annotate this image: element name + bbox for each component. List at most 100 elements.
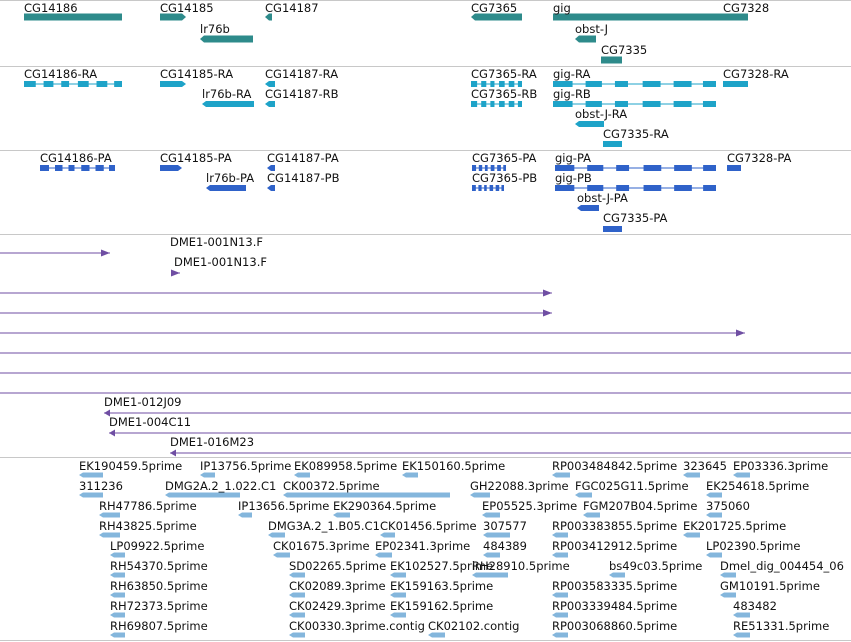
clone-label[interactable]: DME1-001N13.F [174,255,267,269]
transcript-label[interactable]: CG14187-RB [265,87,339,101]
est-feature[interactable] [552,532,568,538]
gene-feature[interactable] [723,13,748,21]
gene-label[interactable]: gig [553,1,571,15]
clone-label[interactable]: DME1-012J09 [104,395,182,409]
transcript-feature[interactable] [585,81,602,87]
gene-feature[interactable] [601,56,622,64]
transcript-feature[interactable] [673,81,692,87]
protein-feature[interactable] [674,165,692,171]
transcript-label[interactable]: CG7365-RA [471,67,537,81]
transcript-feature[interactable] [265,81,275,87]
clone-arrowhead[interactable] [109,429,115,437]
protein-label[interactable]: CG14187-PB [267,171,340,185]
clone-label[interactable]: DME1-001N13.F [170,235,263,249]
est-label[interactable]: RH43825.5prime [99,519,197,533]
est-label[interactable]: EK159162.5prime [390,599,494,613]
protein-feature[interactable] [495,185,500,191]
clone-label[interactable]: DME1-016M23 [170,435,255,449]
transcript-feature[interactable] [114,81,122,87]
transcript-feature[interactable] [723,81,748,87]
transcript-feature[interactable] [499,101,505,107]
est-feature[interactable] [609,572,625,578]
protein-feature[interactable] [81,165,90,171]
est-label[interactable]: RH54370.5prime [110,559,208,573]
gene-feature[interactable] [553,13,730,21]
clone-arrowhead[interactable] [101,249,110,257]
transcript-label[interactable]: obst-J-RA [575,107,628,121]
est-label[interactable]: IP13756.5prime [200,459,292,473]
est-feature[interactable] [110,612,125,618]
transcript-feature[interactable] [202,101,254,107]
gene-feature[interactable] [575,35,596,43]
est-feature[interactable] [552,472,570,478]
protein-feature[interactable] [555,185,575,191]
est-label[interactable]: CK00372.5prime [283,479,380,493]
protein-label[interactable]: CG7328-PA [727,151,792,165]
est-feature[interactable] [390,612,406,618]
transcript-feature[interactable] [265,101,275,107]
est-feature[interactable] [165,492,240,498]
clone-arrowhead[interactable] [543,289,552,297]
protein-feature[interactable] [478,185,482,191]
transcript-feature[interactable] [614,81,628,87]
est-label[interactable]: EP03336.3prime [733,459,829,473]
gene-label[interactable]: CG7335 [601,43,648,57]
est-feature[interactable] [733,612,750,618]
protein-feature[interactable] [55,165,63,171]
est-feature[interactable] [110,572,125,578]
est-feature[interactable] [375,552,392,558]
est-feature[interactable] [110,592,125,598]
protein-feature[interactable] [577,205,599,211]
protein-label[interactable]: CG14186-PA [40,151,112,165]
protein-feature[interactable] [703,185,716,191]
clone-arrowhead[interactable] [171,269,180,277]
transcript-feature[interactable] [642,81,661,87]
est-feature[interactable] [583,512,600,518]
est-feature[interactable] [273,552,290,558]
protein-label[interactable]: CG7365-PA [472,151,537,165]
transcript-feature[interactable] [553,101,573,107]
est-label[interactable]: DMG3A.2_1.B05.C1 [268,519,380,533]
est-feature[interactable] [333,512,350,518]
protein-label[interactable]: CG7335-PA [603,211,668,225]
transcript-feature[interactable] [490,81,495,87]
protein-feature[interactable] [503,165,506,171]
est-feature[interactable] [294,472,310,478]
clone-arrowhead[interactable] [170,449,176,457]
gene-label[interactable]: CG7365 [471,1,518,15]
transcript-feature[interactable] [471,81,478,87]
est-label[interactable]: EK102527.5prime [390,559,494,573]
transcript-feature[interactable] [481,101,487,107]
transcript-label[interactable]: CG14187-RA [265,67,339,81]
transcript-feature[interactable] [553,81,573,87]
protein-feature[interactable] [109,165,115,171]
est-label[interactable]: GH22088.3prime [470,479,569,493]
transcript-feature[interactable] [702,101,716,107]
transcript-label[interactable]: CG7335-RA [603,127,669,141]
transcript-feature[interactable] [575,121,604,127]
transcript-feature[interactable] [673,101,692,107]
est-feature[interactable] [99,512,120,518]
est-label[interactable]: DMG2A.2_1.022.C1 [165,479,277,493]
est-label[interactable]: EK150160.5prime [402,459,506,473]
est-feature[interactable] [390,592,406,598]
protein-feature[interactable] [68,165,75,171]
est-feature[interactable] [483,532,510,538]
protein-feature[interactable] [478,165,483,171]
transcript-feature[interactable] [517,101,522,107]
gene-label[interactable]: lr76b [200,22,230,36]
protein-label[interactable]: gig-PB [555,171,592,185]
protein-feature[interactable] [95,165,104,171]
protein-feature[interactable] [267,185,275,191]
protein-feature[interactable] [643,185,662,191]
est-label[interactable]: 375060 [706,499,750,513]
est-label[interactable]: EP02341.3prime [375,539,471,553]
transcript-label[interactable]: lr76b-RA [202,87,252,101]
est-label[interactable]: RH28910.5prime [472,559,570,573]
est-feature[interactable] [289,572,305,578]
est-label[interactable]: LP02390.5prime [706,539,801,553]
est-label[interactable]: CK00330.3prime.contig [289,619,425,633]
protein-feature[interactable] [40,165,49,171]
est-label[interactable]: CK02429.3prime [289,599,386,613]
protein-label[interactable]: lr76b-PA [206,171,255,185]
